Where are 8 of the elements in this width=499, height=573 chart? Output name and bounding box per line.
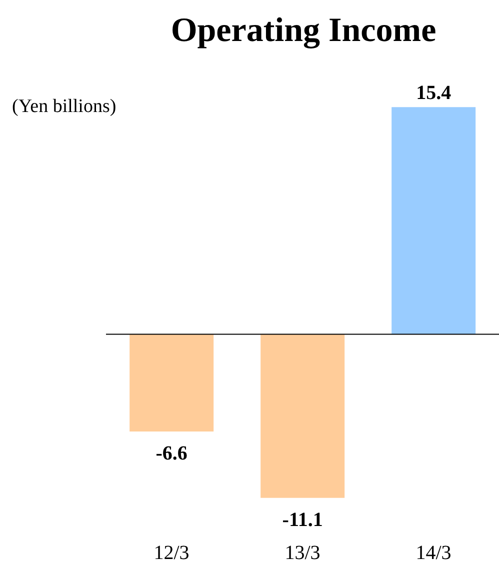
chart-title: Operating Income	[170, 12, 438, 50]
data-label: 15.4	[416, 82, 452, 104]
x-tick-label: 14/3	[416, 542, 452, 564]
data-label: -6.6	[156, 442, 188, 465]
data-label: -11.1	[282, 508, 323, 531]
x-tick-label: 12/3	[154, 542, 190, 564]
x-tick-label: 13/3	[284, 542, 320, 564]
y-axis-title: (Yen billions)	[12, 96, 116, 118]
